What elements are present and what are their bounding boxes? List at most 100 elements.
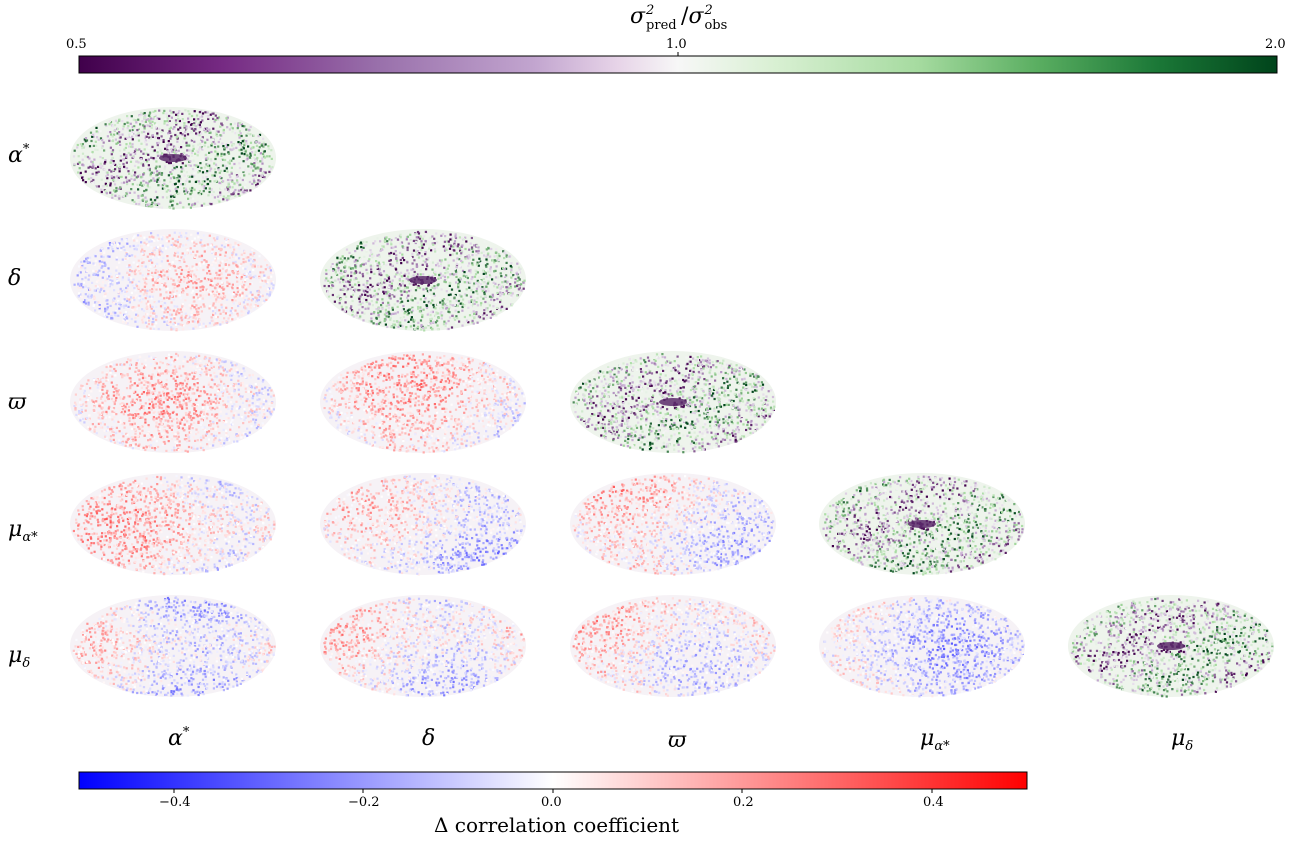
sky-pixel: [243, 127, 246, 130]
sky-pixel: [354, 264, 357, 267]
sky-pixel: [446, 298, 449, 301]
sky-pixel: [174, 187, 177, 191]
sky-pixel: [182, 291, 185, 294]
sky-pixel: [210, 150, 213, 154]
sky-pixel: [492, 297, 495, 300]
sky-pixel: [218, 289, 221, 292]
sky-pixel: [440, 288, 443, 291]
sky-pixel: [164, 247, 168, 250]
sky-pixel: [196, 250, 199, 253]
sky-pixel: [184, 274, 187, 277]
sky-pixel: [142, 405, 145, 408]
sky-pixel: [485, 248, 488, 251]
sky-pixel: [157, 411, 160, 414]
sky-pixel: [480, 262, 483, 265]
sky-pixel: [520, 289, 523, 292]
sky-pixel: [183, 369, 186, 372]
sky-pixel: [98, 164, 102, 167]
sky-pixel: [127, 161, 130, 165]
sky-pixel: [201, 171, 205, 174]
sky-pixel: [92, 135, 95, 138]
sky-pixel: [405, 277, 408, 280]
sky-pixel: [351, 254, 354, 257]
sky-pixel: [201, 112, 205, 115]
sky-pixel: [461, 280, 464, 283]
sky-pixel: [130, 115, 133, 118]
sky-pixel: [230, 287, 233, 290]
sky-pixel: [117, 300, 120, 303]
sky-pixel: [192, 290, 195, 293]
sky-pixel: [97, 411, 100, 414]
sky-pixel: [199, 325, 202, 328]
sky-pixel: [499, 291, 502, 294]
sky-pixel: [447, 310, 450, 313]
sky-pixel: [216, 290, 219, 293]
sky-pixel: [258, 255, 261, 258]
sky-pixel: [141, 316, 144, 320]
sky-pixel: [160, 206, 164, 209]
sky-pixel: [453, 249, 456, 252]
sky-pixel: [214, 312, 217, 315]
sky-pixel: [145, 152, 148, 155]
sky-pixel: [445, 290, 448, 293]
sky-pixel: [387, 277, 391, 280]
sky-pixel: [237, 388, 240, 391]
sky-pixel: [187, 321, 190, 324]
sky-pixel: [151, 134, 154, 137]
sky-pixel: [220, 414, 223, 418]
sky-pixel: [156, 117, 159, 120]
sky-pixel: [189, 386, 192, 389]
sky-pixel: [265, 145, 268, 148]
sky-pixel: [186, 275, 189, 278]
sky-pixel: [226, 255, 229, 259]
sky-pixel: [239, 384, 242, 387]
sky-pixel: [239, 397, 242, 400]
sky-pixel: [215, 271, 218, 274]
sky-pixel: [148, 120, 151, 123]
sky-pixel: [83, 260, 86, 263]
sky-pixel: [343, 310, 346, 313]
sky-pixel: [235, 297, 238, 300]
sky-pixel: [391, 279, 394, 282]
sky-pixel: [416, 249, 419, 252]
sky-pixel: [121, 402, 124, 405]
sky-pixel: [168, 413, 172, 416]
sky-pixel: [147, 322, 150, 326]
sky-pixel: [494, 300, 497, 303]
sky-pixel: [214, 118, 217, 122]
sky-pixel: [262, 277, 265, 280]
sky-pixel: [364, 285, 367, 288]
sky-pixel: [141, 184, 144, 187]
sky-pixel: [90, 171, 93, 174]
sky-pixel: [168, 162, 171, 165]
sky-pixel: [219, 261, 222, 264]
sky-pixel: [153, 202, 156, 205]
sky-pixel: [193, 276, 196, 279]
sky-pixel: [403, 274, 406, 277]
sky-pixel: [248, 156, 251, 159]
sky-pixel: [350, 305, 353, 308]
sky-pixel: [173, 194, 176, 197]
sky-pixel: [165, 112, 168, 115]
sky-pixel: [87, 426, 90, 429]
sky-pixel: [140, 392, 144, 395]
sky-pixel: [137, 132, 141, 135]
sky-pixel: [181, 133, 184, 136]
sky-pixel: [237, 375, 240, 378]
sky-pixel: [230, 183, 233, 186]
sky-pixel: [494, 282, 497, 285]
sky-pixel: [199, 289, 202, 292]
sky-pixel: [136, 320, 139, 324]
sky-pixel: [172, 264, 175, 267]
sky-pixel: [441, 316, 444, 319]
sky-pixel: [113, 183, 117, 186]
sky-pixel: [403, 246, 406, 249]
sky-pixel: [147, 168, 150, 171]
sky-pixel: [405, 319, 408, 322]
sky-pixel: [199, 162, 202, 165]
sky-pixel: [194, 194, 197, 197]
sky-pixel: [185, 287, 188, 290]
sky-pixel: [123, 153, 126, 156]
sky-pixel: [222, 445, 225, 448]
sky-pixel: [156, 445, 160, 449]
